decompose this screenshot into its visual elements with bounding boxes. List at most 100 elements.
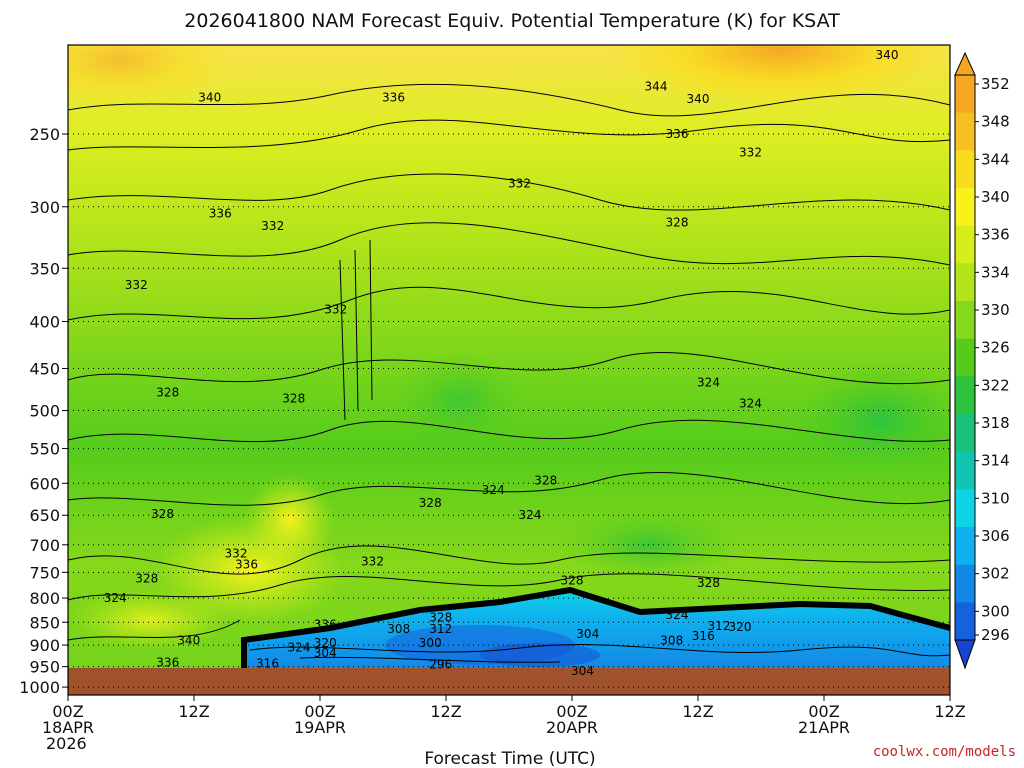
x-tick-label: 12Z: [682, 702, 713, 721]
colorbar-label: 334: [981, 263, 1010, 281]
colorbar: 352 348 344 340 336 334 330 326 322 318 314 310 306 3…: [954, 51, 1010, 670]
contour-label: 332: [324, 302, 347, 316]
colorbar-band: [955, 338, 975, 377]
contour-label: 328: [156, 386, 179, 400]
contour-label: 296: [429, 658, 452, 672]
contour-label: 320: [729, 620, 752, 634]
y-tick-label: 700: [29, 536, 60, 555]
contour-label: 324: [519, 508, 542, 522]
y-tick-label: 650: [29, 506, 60, 525]
colorbar-band: [955, 112, 975, 151]
contour-label: 332: [361, 555, 384, 569]
colorbar-max-arrow: [954, 51, 976, 76]
contour-label: 332: [508, 176, 531, 190]
colorbar-band: [955, 263, 975, 302]
contour-label: 328: [429, 611, 452, 625]
x-tick-label: 00Z: [556, 702, 587, 721]
contour-label: 344: [645, 80, 668, 94]
contour-label: 304: [576, 627, 599, 641]
contour-label: 300: [419, 636, 442, 650]
y-tick-label: 400: [29, 313, 60, 332]
contour-label: 316: [692, 629, 715, 643]
contour-label: 308: [387, 622, 410, 636]
colorbar-min-arrow: [954, 639, 976, 670]
colorbar-band: [955, 301, 975, 340]
contour-label: 328: [282, 391, 305, 405]
contour-label: 312: [708, 619, 731, 633]
x-tick-label: 12Z: [934, 702, 965, 721]
contour-label: 328: [419, 496, 442, 510]
y-tick-label: 800: [29, 589, 60, 608]
contour-label: 332: [261, 219, 284, 233]
contour-label: 328: [151, 507, 174, 521]
contour-label: 328: [697, 576, 720, 590]
x-tick-label: 20APR: [546, 718, 598, 737]
contour-label: 332: [739, 146, 762, 160]
y-tick-label: 300: [29, 198, 60, 217]
x-tick-label: 2026: [46, 734, 87, 753]
colorbar-label: 326: [981, 339, 1010, 357]
colorbar-band: [955, 414, 975, 453]
contour-label: 340: [687, 92, 710, 106]
contour-label: 324: [104, 591, 127, 605]
x-tick-label: 18APR: [42, 718, 94, 737]
colorbar-band: [955, 188, 975, 227]
colorbar-label: 310: [981, 489, 1010, 507]
y-tick-label: 350: [29, 259, 60, 278]
y-tick-label: 750: [29, 563, 60, 582]
colorbar-label: 344: [981, 150, 1010, 168]
contour-label: 324: [739, 396, 762, 410]
contour-label: 324: [288, 640, 311, 654]
x-tick-label: 00Z: [52, 702, 83, 721]
contour-label: 316: [256, 657, 279, 671]
contour-label: 304: [314, 646, 337, 660]
y-tick-label: 850: [29, 613, 60, 632]
contour-label: 340: [198, 90, 221, 104]
chart-title: 2026041800 NAM Forecast Equiv. Potential…: [184, 10, 840, 32]
colorbar-band: [955, 564, 975, 603]
contour-label: 324: [666, 608, 689, 622]
contour-label: 312: [429, 622, 452, 636]
contour-label: 336: [382, 90, 405, 104]
x-tick-label: 12Z: [178, 702, 209, 721]
colorbar-label: 322: [981, 376, 1010, 394]
colorbar-label: 296: [981, 626, 1010, 644]
colorbar-label: 330: [981, 301, 1010, 319]
pressure-gridlines: [68, 133, 950, 688]
contour-label: 336: [666, 127, 689, 141]
x-tick-label: 19APR: [294, 718, 346, 737]
x-tick-label: 21APR: [798, 718, 850, 737]
contour-label: 328: [666, 215, 689, 229]
colorbar-band: [955, 225, 975, 264]
contour-label: 324: [697, 375, 720, 389]
colorbar-band: [955, 602, 975, 641]
y-tick-label: 500: [29, 402, 60, 421]
plot-frame: [67, 44, 951, 696]
colorbar-label: 352: [981, 75, 1010, 93]
x-tick-label: 00Z: [808, 702, 839, 721]
colorbar-label: 314: [981, 452, 1010, 470]
contour-label: 332: [225, 546, 248, 560]
colorbar-label: 336: [981, 226, 1010, 244]
contour-label: 324: [482, 483, 505, 497]
y-tick-label: 550: [29, 440, 60, 459]
colorbar-label: 300: [981, 602, 1010, 620]
colorbar-frame: [954, 74, 976, 641]
x-tick-label: 12Z: [430, 702, 461, 721]
colorbar-band: [955, 75, 975, 114]
colorbar-label: 318: [981, 414, 1010, 432]
colorbar-band: [955, 451, 975, 490]
colorbar-band: [955, 527, 975, 566]
field-background: [68, 45, 950, 695]
contour-label: 336: [235, 557, 258, 571]
colorbar-band: [955, 376, 975, 415]
pressure-axis: 250 300 350 400 450 500 550 600 650 700 750 800 850 9…: [19, 125, 68, 697]
y-tick-label: 450: [29, 360, 60, 379]
contour-label: 336: [209, 206, 232, 220]
y-tick-label: 250: [29, 125, 60, 144]
contour-label: 340: [177, 634, 200, 648]
contour-label: 304: [571, 664, 594, 678]
